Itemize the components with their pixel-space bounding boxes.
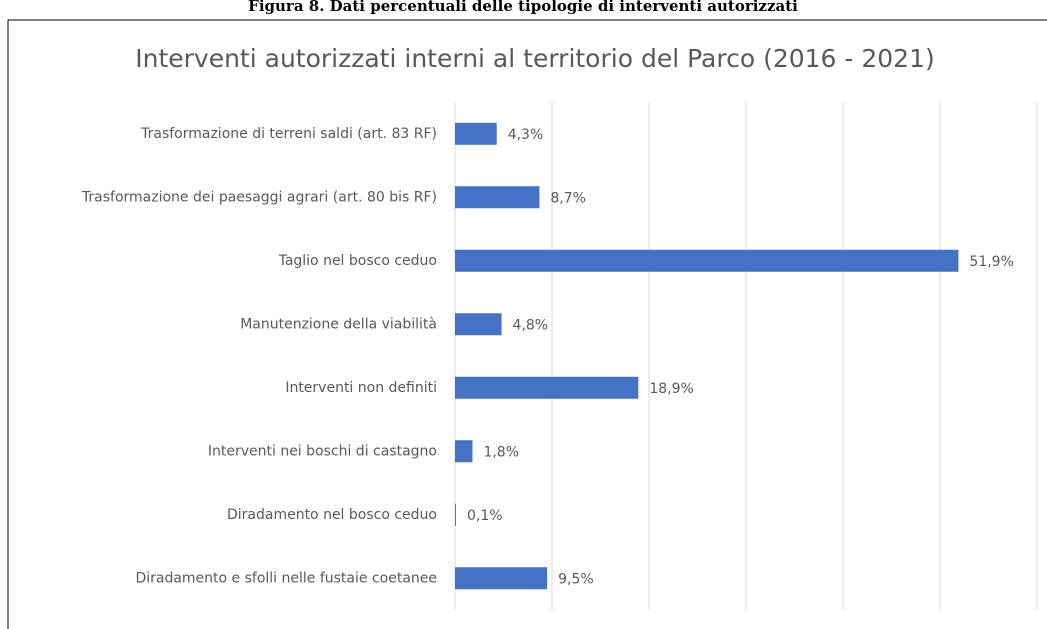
bar — [455, 503, 456, 526]
chart-title: Interventi autorizzati interni al territ… — [135, 44, 935, 73]
y-tick-label: Diradamento e sfolli nelle fustaie coeta… — [135, 570, 437, 586]
bar — [455, 376, 639, 399]
y-tick-label: Interventi non definiti — [285, 380, 437, 396]
y-tick-label: Trasformazione dei paesaggi agrari (art.… — [81, 189, 437, 205]
data-label: 0,1% — [467, 508, 503, 524]
y-tick-label: Interventi nei boschi di castagno — [208, 443, 437, 459]
bar — [455, 186, 540, 209]
bar — [455, 567, 548, 590]
bar — [455, 440, 473, 463]
y-tick-label: Taglio nel bosco ceduo — [278, 253, 437, 269]
y-tick-label: Manutenzione della viabilità — [240, 316, 437, 332]
data-label: 51,9% — [969, 254, 1013, 270]
y-tick-label: Diradamento nel bosco ceduo — [227, 507, 437, 523]
data-label: 9,5% — [558, 571, 594, 587]
figure-caption: Figura 8. Dati percentuali delle tipolog… — [248, 0, 798, 15]
bar — [455, 249, 959, 272]
bar — [455, 313, 502, 336]
chart-border — [7, 19, 1047, 629]
data-label: 18,9% — [649, 381, 693, 397]
data-label: 4,3% — [508, 127, 544, 143]
bar — [455, 122, 497, 145]
data-label: 4,8% — [513, 317, 549, 333]
data-label: 1,8% — [483, 444, 519, 460]
y-tick-label: Trasformazione di terreni saldi (art. 83… — [140, 126, 437, 142]
data-label: 8,7% — [550, 190, 586, 206]
